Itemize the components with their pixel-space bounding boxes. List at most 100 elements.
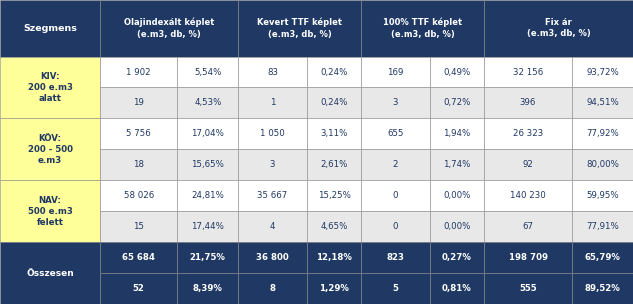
Bar [307,88,361,118]
Text: KÖV:
200 - 500
e.m3: KÖV: 200 - 500 e.m3 [28,134,73,165]
Text: Fix ár
(e.m3, db, %): Fix ár (e.m3, db, %) [527,18,591,38]
Bar [101,242,177,273]
Text: 8: 8 [270,284,275,293]
Text: Olajindexált képlet
(e.m3, db, %): Olajindexált képlet (e.m3, db, %) [124,18,215,39]
Text: 52: 52 [133,284,145,293]
Text: 198 709: 198 709 [508,253,548,262]
Text: 3,11%: 3,11% [320,130,348,138]
Bar [361,57,430,88]
Bar [430,273,484,304]
Bar [430,149,484,180]
Text: 4: 4 [270,222,275,231]
Bar [238,211,307,242]
Bar [101,211,177,242]
Bar [238,57,307,88]
Text: 19: 19 [134,98,144,107]
Text: 1: 1 [270,98,275,107]
Text: 15,25%: 15,25% [318,191,351,200]
Bar [177,88,238,118]
Bar [177,242,238,273]
Text: 0,00%: 0,00% [443,222,471,231]
Bar [238,180,307,211]
Text: 32 156: 32 156 [513,67,543,77]
Text: 15: 15 [134,222,144,231]
Text: 5: 5 [392,284,398,293]
Text: KIV:
200 e.m3
alatt: KIV: 200 e.m3 alatt [28,72,73,103]
Text: 2: 2 [392,160,398,169]
Bar [177,211,238,242]
Text: 823: 823 [387,253,404,262]
Text: 555: 555 [519,284,537,293]
Bar [484,149,572,180]
Text: NAV:
500 e.m3
felett: NAV: 500 e.m3 felett [28,195,73,227]
Bar [307,118,361,149]
Bar [361,180,430,211]
Text: 1,74%: 1,74% [443,160,471,169]
Text: 77,91%: 77,91% [586,222,619,231]
Bar [177,118,238,149]
Text: Összesen: Összesen [27,268,74,278]
Bar [307,242,361,273]
Text: 3: 3 [392,98,398,107]
Text: 59,95%: 59,95% [586,191,619,200]
Bar [572,57,633,88]
Bar [484,88,572,118]
Text: 1,29%: 1,29% [319,284,349,293]
Bar [572,149,633,180]
Text: 67: 67 [523,222,534,231]
Bar [101,88,177,118]
Bar [361,149,430,180]
Text: 18: 18 [134,160,144,169]
Text: 0,72%: 0,72% [443,98,471,107]
Bar [484,57,572,88]
Text: 35 667: 35 667 [258,191,288,200]
Bar [0,242,101,304]
Text: 17,04%: 17,04% [191,130,224,138]
Bar [484,0,633,57]
Bar [177,149,238,180]
Text: 1 050: 1 050 [260,130,285,138]
Text: 80,00%: 80,00% [586,160,619,169]
Text: 21,75%: 21,75% [190,253,226,262]
Text: 396: 396 [520,98,536,107]
Text: 83: 83 [267,67,278,77]
Text: 58 026: 58 026 [123,191,154,200]
Bar [101,180,177,211]
Text: 0: 0 [392,222,398,231]
Bar [361,0,484,57]
Bar [361,273,430,304]
Bar [238,242,307,273]
Text: 94,51%: 94,51% [586,98,619,107]
Bar [572,242,633,273]
Bar [101,273,177,304]
Text: 36 800: 36 800 [256,253,289,262]
Text: 65 684: 65 684 [122,253,155,262]
Text: 1,94%: 1,94% [443,130,470,138]
Bar [430,88,484,118]
Bar [484,242,572,273]
Text: 4,65%: 4,65% [320,222,348,231]
Bar [238,118,307,149]
Text: 24,81%: 24,81% [191,191,224,200]
Text: 3: 3 [270,160,275,169]
Bar [177,180,238,211]
Text: 0,24%: 0,24% [320,98,348,107]
Text: 12,18%: 12,18% [316,253,352,262]
Text: 5 756: 5 756 [127,130,151,138]
Text: 15,65%: 15,65% [191,160,224,169]
Text: 26 323: 26 323 [513,130,543,138]
Bar [0,0,101,57]
Bar [572,180,633,211]
Bar [572,88,633,118]
Text: 100% TTF képlet
(e.m3, db, %): 100% TTF képlet (e.m3, db, %) [383,18,462,39]
Text: 0,27%: 0,27% [442,253,472,262]
Bar [484,118,572,149]
Text: 93,72%: 93,72% [586,67,619,77]
Bar [484,273,572,304]
Text: 655: 655 [387,130,404,138]
Bar [484,180,572,211]
Bar [0,180,101,242]
Bar [430,118,484,149]
Text: 0: 0 [392,191,398,200]
Bar [572,273,633,304]
